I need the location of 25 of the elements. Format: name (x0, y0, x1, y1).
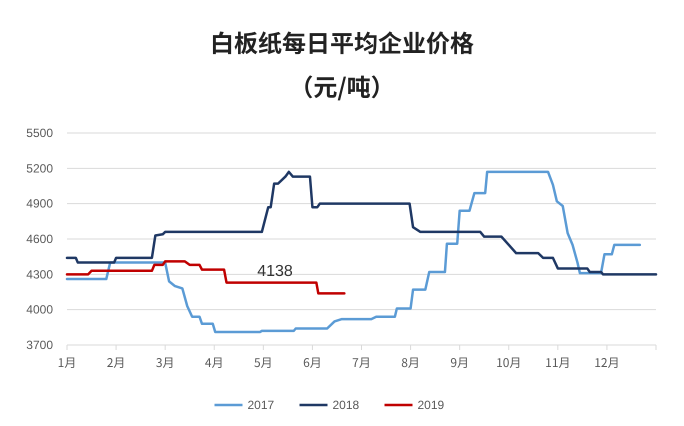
x-tick-label: 3月 (156, 354, 175, 371)
y-tick-label: 3700 (26, 338, 54, 352)
annotation: 4138 (257, 263, 293, 280)
x-tick-label: 4月 (204, 354, 224, 371)
y-tick-label: 4600 (26, 232, 54, 246)
x-tick-label: 9月 (450, 354, 470, 371)
x-tick-label: 2月 (106, 354, 126, 371)
x-tick-label: 5月 (254, 354, 273, 371)
y-tick-label: 4000 (26, 302, 54, 317)
legend-label: 2018 (332, 398, 360, 412)
chart-subtitle: （元/吨） (289, 68, 395, 103)
y-tick-label: 5500 (26, 126, 54, 140)
y-tick-label: 4300 (26, 267, 54, 282)
x-tick-label: 1月 (58, 354, 76, 371)
x-tick-label: 6月 (303, 354, 322, 371)
x-tick-label: 10月 (496, 354, 522, 371)
legend-label: 2017 (248, 398, 275, 412)
x-tick-label: 11月 (545, 354, 570, 371)
y-tick-label: 4900 (26, 196, 54, 211)
x-tick-label: 8月 (401, 354, 420, 371)
x-tick-label: 12月 (594, 354, 620, 371)
x-tick-label: 7月 (352, 354, 371, 371)
chart-title: 白板纸每日平均企业价格 (210, 24, 474, 59)
legend-label: 2019 (418, 398, 445, 412)
y-tick-label: 5200 (26, 161, 54, 176)
